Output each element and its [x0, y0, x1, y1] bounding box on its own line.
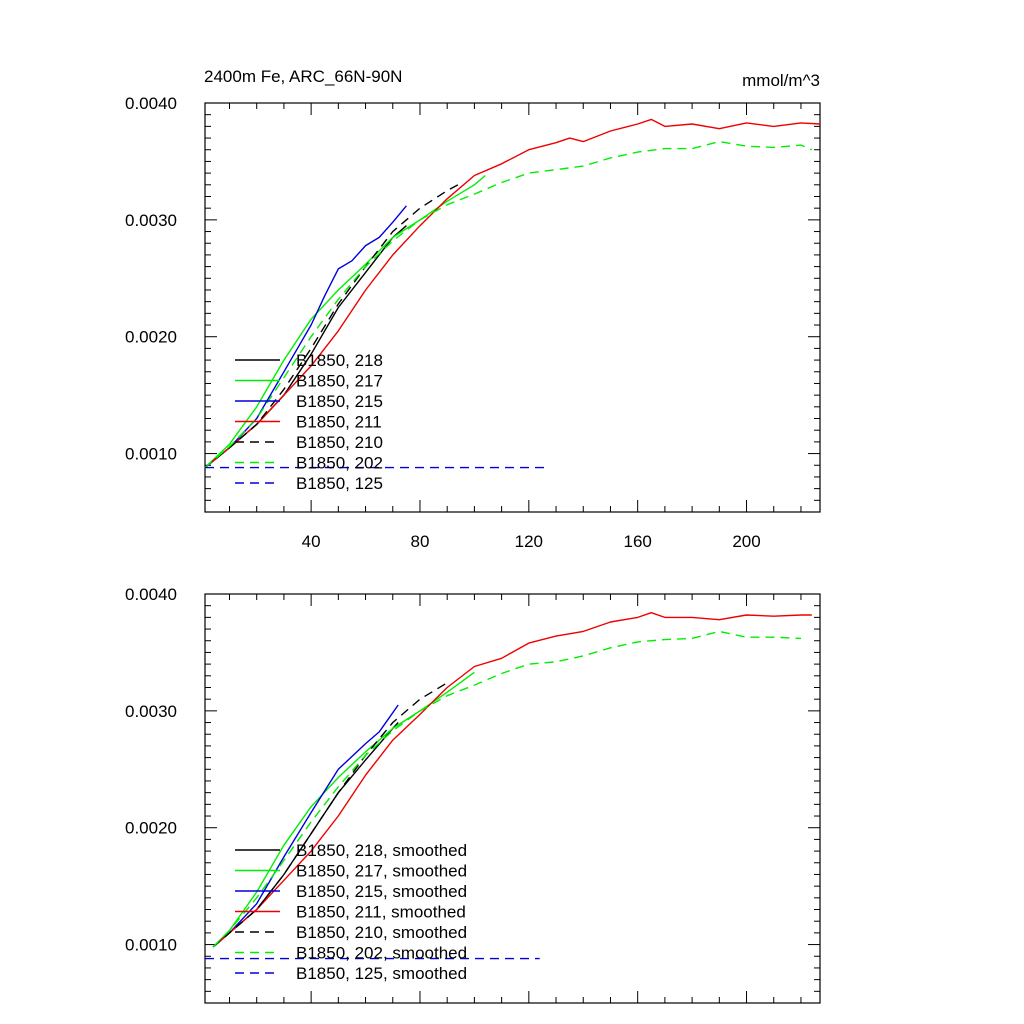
x-tick-label: 120: [515, 532, 543, 551]
legend-label: B1850, 125, smoothed: [296, 964, 467, 983]
y-tick-label: 0.0040: [125, 94, 177, 113]
y-tick-label: 0.0030: [125, 211, 177, 230]
series-line: [212, 704, 399, 948]
legend-label: B1850, 217, smoothed: [296, 862, 467, 881]
series-line: [204, 140, 813, 469]
units-label: mmol/m^3: [742, 71, 820, 90]
y-tick-label: 0.0010: [125, 936, 177, 955]
legend-label: B1850, 218, smoothed: [296, 841, 467, 860]
legend-label: B1850, 211, smoothed: [296, 903, 466, 922]
y-tick-label: 0.0040: [125, 585, 177, 604]
legend-label: B1850, 218: [296, 351, 383, 370]
series-line: [204, 184, 459, 469]
series-line: [212, 680, 451, 948]
legend-label: B1850, 202, smoothed: [296, 944, 467, 963]
x-tick-label: 200: [732, 532, 760, 551]
x-tick-label: 160: [623, 532, 651, 551]
legend-label: B1850, 125: [296, 474, 383, 493]
legend-label: B1850, 210: [296, 433, 383, 452]
plot-frame: [204, 593, 821, 1004]
plot-frame: [204, 102, 821, 513]
legend-label: B1850, 215, smoothed: [296, 882, 467, 901]
series-line: [212, 630, 802, 948]
legend-label: B1850, 215: [296, 392, 383, 411]
bottom-panel: 0.0010 0.0020 0.0030 0.0040 B1850, 218, smoo…: [125, 585, 821, 1004]
legend-label: B1850, 211: [296, 413, 382, 432]
x-tick-label: 80: [411, 532, 430, 551]
series-line: [204, 118, 821, 469]
legend-label: B1850, 217: [296, 372, 383, 391]
y-tick-label: 0.0030: [125, 702, 177, 721]
y-tick-label: 0.0020: [125, 819, 177, 838]
top-panel: 40 80 120 160 200 0.0010 0.0020 0.0030 0.0040 B18…: [125, 94, 821, 551]
x-tick-label: 40: [302, 532, 321, 551]
legend-label: B1850, 210, smoothed: [296, 923, 467, 942]
chart-title: 2400m Fe, ARC_66N-90N: [204, 67, 402, 86]
y-tick-label: 0.0020: [125, 328, 177, 347]
series-line: [212, 612, 812, 948]
series-line: [204, 174, 486, 469]
y-tick-label: 0.0010: [125, 445, 177, 464]
legend-label: B1850, 202: [296, 454, 383, 473]
